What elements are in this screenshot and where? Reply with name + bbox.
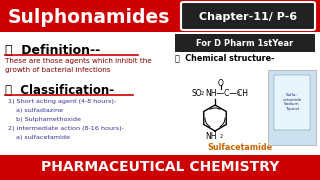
Bar <box>0 0 320 32</box>
Text: 👉  Classification-: 👉 Classification- <box>5 84 114 96</box>
Bar <box>274 75 310 130</box>
Bar <box>0 155 320 180</box>
Text: 👉  Chemical structure-: 👉 Chemical structure- <box>175 53 274 62</box>
FancyBboxPatch shape <box>181 2 315 30</box>
Text: Sulphonamides: Sulphonamides <box>8 8 170 26</box>
Text: 2: 2 <box>201 91 204 96</box>
Text: Chapter-11/ P-6: Chapter-11/ P-6 <box>199 12 297 22</box>
Text: 👉  Definition--: 👉 Definition-- <box>5 44 100 57</box>
Text: 2) intermediate action (8-16 hours)-: 2) intermediate action (8-16 hours)- <box>8 126 124 131</box>
Text: Sulfa-
cetamide
Sodium
Topical: Sulfa- cetamide Sodium Topical <box>282 93 302 111</box>
Text: Sulfacetamide: Sulfacetamide <box>207 143 272 152</box>
Text: 3: 3 <box>237 91 240 96</box>
Bar <box>268 70 316 145</box>
Text: NH—C—CH: NH—C—CH <box>205 89 248 98</box>
Text: 1) Short acting agent (4-8 hours)-: 1) Short acting agent (4-8 hours)- <box>8 99 116 104</box>
Text: For D Pharm 1stYear: For D Pharm 1stYear <box>196 39 294 48</box>
Text: O: O <box>218 79 224 88</box>
Text: PHARMACEUTICAL CHEMISTRY: PHARMACEUTICAL CHEMISTRY <box>41 160 279 174</box>
Text: a) sulfacetamide: a) sulfacetamide <box>8 135 70 140</box>
Text: b) Sulphamethoxide: b) Sulphamethoxide <box>8 117 81 122</box>
Bar <box>175 34 315 52</box>
Text: 2: 2 <box>220 134 223 139</box>
Text: SO: SO <box>191 89 202 98</box>
Text: These are those agents which inhibit the
growth of bacterial infections: These are those agents which inhibit the… <box>5 58 152 73</box>
Text: a) sulfadiazine: a) sulfadiazine <box>8 108 63 113</box>
Text: NH: NH <box>205 132 217 141</box>
